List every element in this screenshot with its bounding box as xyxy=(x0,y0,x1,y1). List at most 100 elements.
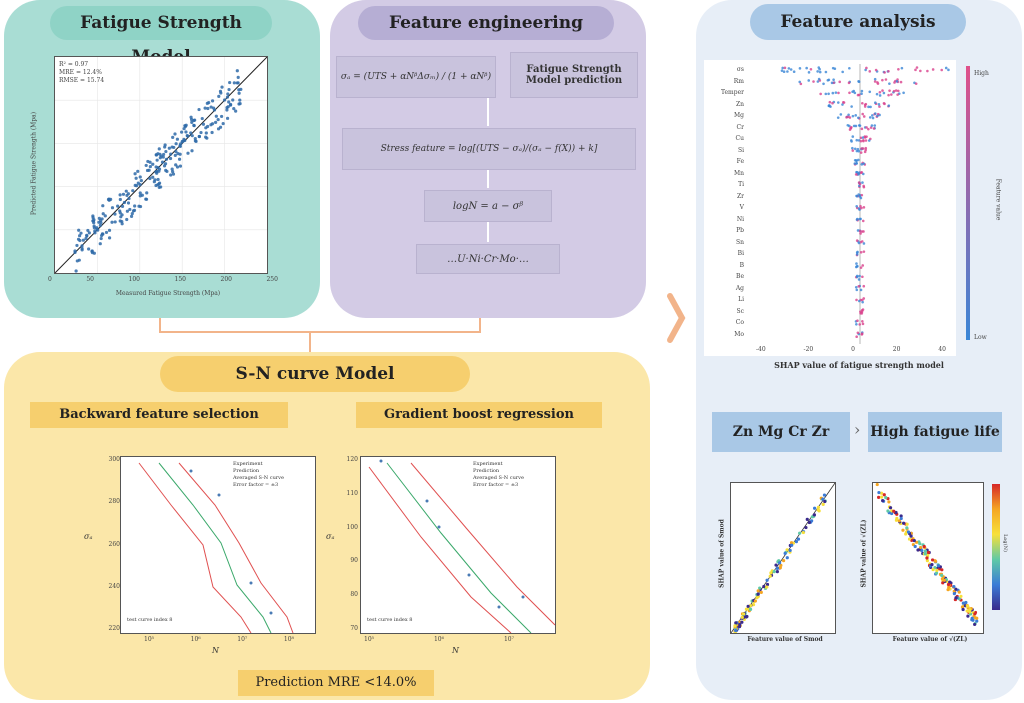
parity-point xyxy=(206,106,210,111)
dependence-point xyxy=(886,509,890,513)
parity-point xyxy=(107,228,112,232)
shap-point xyxy=(915,66,919,69)
shap-point xyxy=(864,148,867,152)
dependence-point xyxy=(909,534,913,538)
shap-point xyxy=(854,285,858,289)
shap-point xyxy=(859,139,863,143)
dependence-plot-2-xlabel: Feature value of √(ZL) xyxy=(892,636,968,643)
parity-point xyxy=(138,194,142,198)
parity-point xyxy=(113,212,117,216)
parity-point xyxy=(238,102,242,106)
shap-point xyxy=(824,92,828,96)
shap-point xyxy=(861,319,864,323)
x-tick: 150 xyxy=(174,276,186,283)
parity-point xyxy=(120,213,124,217)
shap-point xyxy=(856,319,859,323)
shap-point xyxy=(817,77,821,81)
shap-point xyxy=(861,275,864,279)
dependence-point xyxy=(919,545,923,550)
parity-point xyxy=(225,106,229,110)
y-tick: 70 xyxy=(350,624,358,632)
dependence-point xyxy=(765,582,770,587)
shap-point xyxy=(864,139,868,142)
parity-point xyxy=(184,130,188,134)
x-tick: 50 xyxy=(86,276,94,283)
parity-point xyxy=(99,236,103,241)
parity-point xyxy=(138,204,143,209)
shap-point xyxy=(817,66,821,69)
shap-point xyxy=(856,229,860,232)
parity-point xyxy=(77,258,81,262)
shap-point xyxy=(855,218,859,221)
parity-point xyxy=(154,165,158,169)
shap-point xyxy=(862,206,866,209)
x-tick: 10⁷ xyxy=(503,636,514,643)
y-tick: 90 xyxy=(350,557,358,565)
shap-point xyxy=(786,70,789,73)
shap-point xyxy=(881,78,884,82)
dependence-point xyxy=(892,509,896,513)
colorbar-high: High xyxy=(974,70,989,77)
shap-point xyxy=(881,89,884,92)
y-tick: 100 xyxy=(346,523,358,531)
feature-analysis-panel: Feature analysis σs Rm Temper Zn Mg Cr Cu Si Fe M… xyxy=(696,0,1022,700)
formula-sigma-a: σₐ = (UTS + αNᵝΔσₘ) / (1 + αNᵝ) xyxy=(336,56,496,98)
shap-point xyxy=(868,116,872,119)
dependence-point xyxy=(959,594,963,598)
shap-point xyxy=(867,127,870,131)
legend-error-factor: Error factor = ±3 xyxy=(233,482,279,488)
dependence-point xyxy=(973,612,977,616)
shap-point xyxy=(789,68,793,71)
parity-point xyxy=(163,145,167,149)
shap-point xyxy=(871,116,875,120)
dependence-point xyxy=(823,499,827,504)
sn-plot-1-note: test curve index 8 xyxy=(127,617,173,623)
dependence-point xyxy=(788,548,792,553)
shap-point xyxy=(871,114,874,117)
dependence-point xyxy=(968,608,972,612)
sn-curve-model-panel: S-N curve Model Backward feature selecti… xyxy=(4,352,650,700)
shap-point xyxy=(854,173,858,176)
parity-point xyxy=(222,98,227,102)
parity-point xyxy=(90,249,94,253)
dependence-point xyxy=(733,624,737,628)
shap-point xyxy=(855,262,858,265)
parity-point xyxy=(146,159,150,164)
feature-engineering-title: Feature engineering xyxy=(358,6,614,40)
dependence-point xyxy=(899,516,903,521)
parity-point xyxy=(118,193,122,197)
parity-point xyxy=(182,127,186,131)
parity-point xyxy=(95,227,99,231)
parity-point xyxy=(139,179,143,183)
parity-point xyxy=(237,91,241,95)
dependence-colorbar-label: Log(N) xyxy=(1001,534,1008,552)
shap-point xyxy=(868,70,872,73)
shap-feature-label: Mo xyxy=(734,330,744,338)
parity-point xyxy=(127,196,131,201)
dependence-point xyxy=(964,600,968,605)
parity-point xyxy=(133,204,137,208)
dependence-point xyxy=(960,605,965,609)
dependence-point xyxy=(804,525,808,530)
sn-plot-1-svg xyxy=(138,462,294,634)
shap-point xyxy=(860,163,864,166)
shap-point xyxy=(852,89,856,93)
parity-point xyxy=(155,158,159,162)
elements-label: Zn Mg Cr Zr xyxy=(712,412,850,452)
shap-point xyxy=(841,70,844,74)
sn-plot-2-yticks: 120 110 100 90 80 70 xyxy=(338,456,358,632)
chevron-right-icon: › xyxy=(854,420,861,439)
shap-point xyxy=(798,80,802,84)
dependence-point xyxy=(940,573,944,577)
parity-point xyxy=(131,189,135,193)
shap-point xyxy=(892,89,896,93)
shap-point xyxy=(873,124,877,127)
shap-point xyxy=(873,80,877,83)
shap-point xyxy=(869,126,873,129)
colorbar-low: Low xyxy=(974,334,987,341)
shap-point xyxy=(857,149,861,153)
parity-point xyxy=(138,191,142,195)
parity-point xyxy=(174,163,178,167)
dependence-point xyxy=(755,596,759,600)
shap-point xyxy=(865,126,868,129)
